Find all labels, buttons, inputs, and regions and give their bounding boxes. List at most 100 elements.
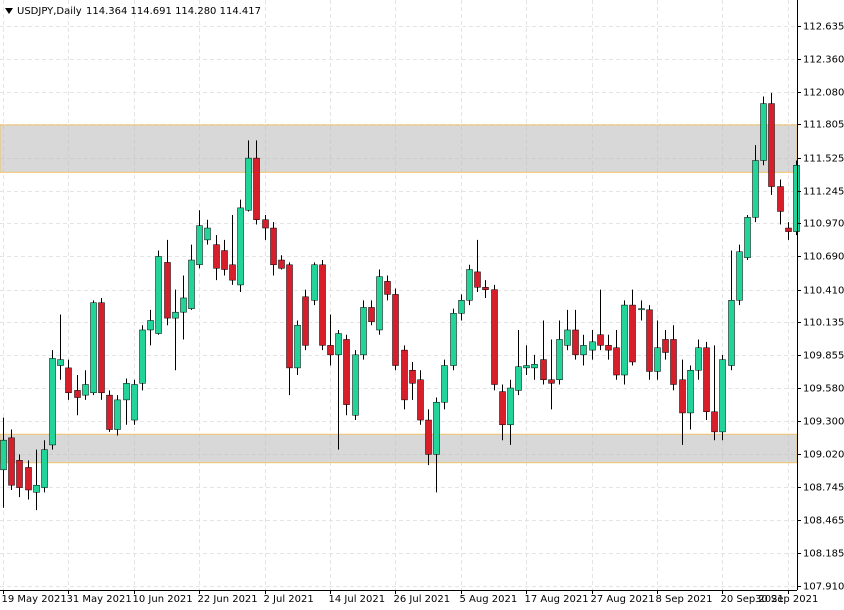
candle-body xyxy=(0,439,7,471)
y-tick-label: 108.185 xyxy=(803,549,844,560)
x-tick-label: 5 Aug 2021 xyxy=(460,594,518,605)
candle-body xyxy=(515,366,522,391)
candle-body xyxy=(82,384,89,396)
y-tick-label: 112.080 xyxy=(803,88,844,99)
candle-body xyxy=(785,227,792,232)
x-tick-label: 22 Jun 2021 xyxy=(198,594,258,605)
candle-body xyxy=(270,227,277,266)
candle-body xyxy=(376,276,383,331)
candle-body xyxy=(41,449,48,488)
symbol-menu-arrow[interactable] xyxy=(5,8,13,14)
x-tick-label: 20 Sep 2021 xyxy=(721,594,784,605)
candle-body xyxy=(580,345,587,356)
candle-body xyxy=(90,302,97,394)
candle-body xyxy=(245,157,252,211)
candle-body xyxy=(74,390,81,398)
candle-body xyxy=(613,347,620,376)
candle-body xyxy=(760,103,767,161)
y-tick-label: 109.300 xyxy=(803,417,844,428)
candle-body xyxy=(278,259,285,269)
candle-body xyxy=(196,225,203,266)
candle-body xyxy=(597,334,604,346)
candle-body xyxy=(777,186,784,212)
candle-body xyxy=(523,365,530,369)
symbol-label: USDJPY,Daily xyxy=(17,6,82,17)
candle-body xyxy=(180,297,187,313)
y-tick-label: 110.410 xyxy=(803,286,844,297)
y-tick-label: 109.855 xyxy=(803,351,844,362)
candle-body xyxy=(253,157,260,220)
candle-body xyxy=(384,281,391,295)
candle-body xyxy=(401,349,408,401)
candle-body xyxy=(319,264,326,346)
y-tick-label: 111.525 xyxy=(803,154,844,165)
candle-body xyxy=(360,307,367,356)
candle-body xyxy=(499,391,506,426)
candle-body xyxy=(662,339,669,353)
candle-body xyxy=(491,289,498,385)
candle-body xyxy=(172,311,179,319)
candle-body xyxy=(139,329,146,384)
candle-body xyxy=(458,300,465,314)
candle-body xyxy=(335,333,342,356)
candle-body xyxy=(221,250,228,270)
candle-body xyxy=(343,339,350,405)
candle-body xyxy=(237,207,244,286)
y-tick-label: 110.690 xyxy=(803,252,844,263)
candle-body xyxy=(768,103,775,187)
y-tick-label: 112.635 xyxy=(803,22,844,33)
candle-body xyxy=(564,329,571,346)
candle-body xyxy=(16,460,23,488)
candle-body xyxy=(621,304,628,376)
candle-body xyxy=(556,339,563,380)
candle-body xyxy=(752,160,759,218)
y-tick-label: 109.580 xyxy=(803,384,844,395)
candle-body xyxy=(147,320,154,331)
x-tick-label: 17 Aug 2021 xyxy=(525,594,589,605)
x-tick-label: 27 Aug 2021 xyxy=(591,594,655,605)
candle-body xyxy=(311,264,318,301)
candle-body xyxy=(229,264,236,281)
candle-body xyxy=(695,347,702,371)
candle-body xyxy=(123,383,130,401)
candle-body xyxy=(703,347,710,412)
x-tick-label: 2 Jul 2021 xyxy=(264,594,314,605)
candle-body xyxy=(417,379,424,421)
candle-body xyxy=(188,259,195,309)
candle-body xyxy=(548,379,555,384)
candle-body xyxy=(531,364,538,369)
candle-body xyxy=(540,359,547,380)
x-tick-label: 14 Jul 2021 xyxy=(329,594,386,605)
candle-body xyxy=(302,296,309,346)
x-tick-label: 19 May 2021 xyxy=(2,594,67,605)
candle-body xyxy=(327,345,334,356)
candle-body xyxy=(605,345,612,351)
candle-body xyxy=(687,370,694,414)
candle-body xyxy=(98,302,105,394)
candle-body xyxy=(679,379,686,414)
y-tick-label: 111.805 xyxy=(803,120,844,131)
zone xyxy=(0,433,798,464)
candle-body xyxy=(164,262,171,319)
candle-body xyxy=(114,399,121,430)
candle-body xyxy=(352,354,359,416)
candle-body xyxy=(711,411,718,433)
header-values: 114.364 114.691 114.280 114.417 xyxy=(86,6,261,17)
y-tick-label: 109.020 xyxy=(803,450,844,461)
candle-body xyxy=(646,309,653,372)
candle-body xyxy=(670,339,677,385)
candle-body xyxy=(572,329,579,356)
candle-body xyxy=(474,271,481,288)
candle-body xyxy=(736,251,743,301)
candle-body xyxy=(294,324,301,369)
candle-body xyxy=(589,341,596,351)
candle-body xyxy=(131,384,138,421)
candle-body xyxy=(57,359,64,366)
candle-body xyxy=(262,219,269,229)
grid xyxy=(0,0,797,590)
candle-body xyxy=(106,394,113,430)
y-tick-label: 111.245 xyxy=(803,187,844,198)
